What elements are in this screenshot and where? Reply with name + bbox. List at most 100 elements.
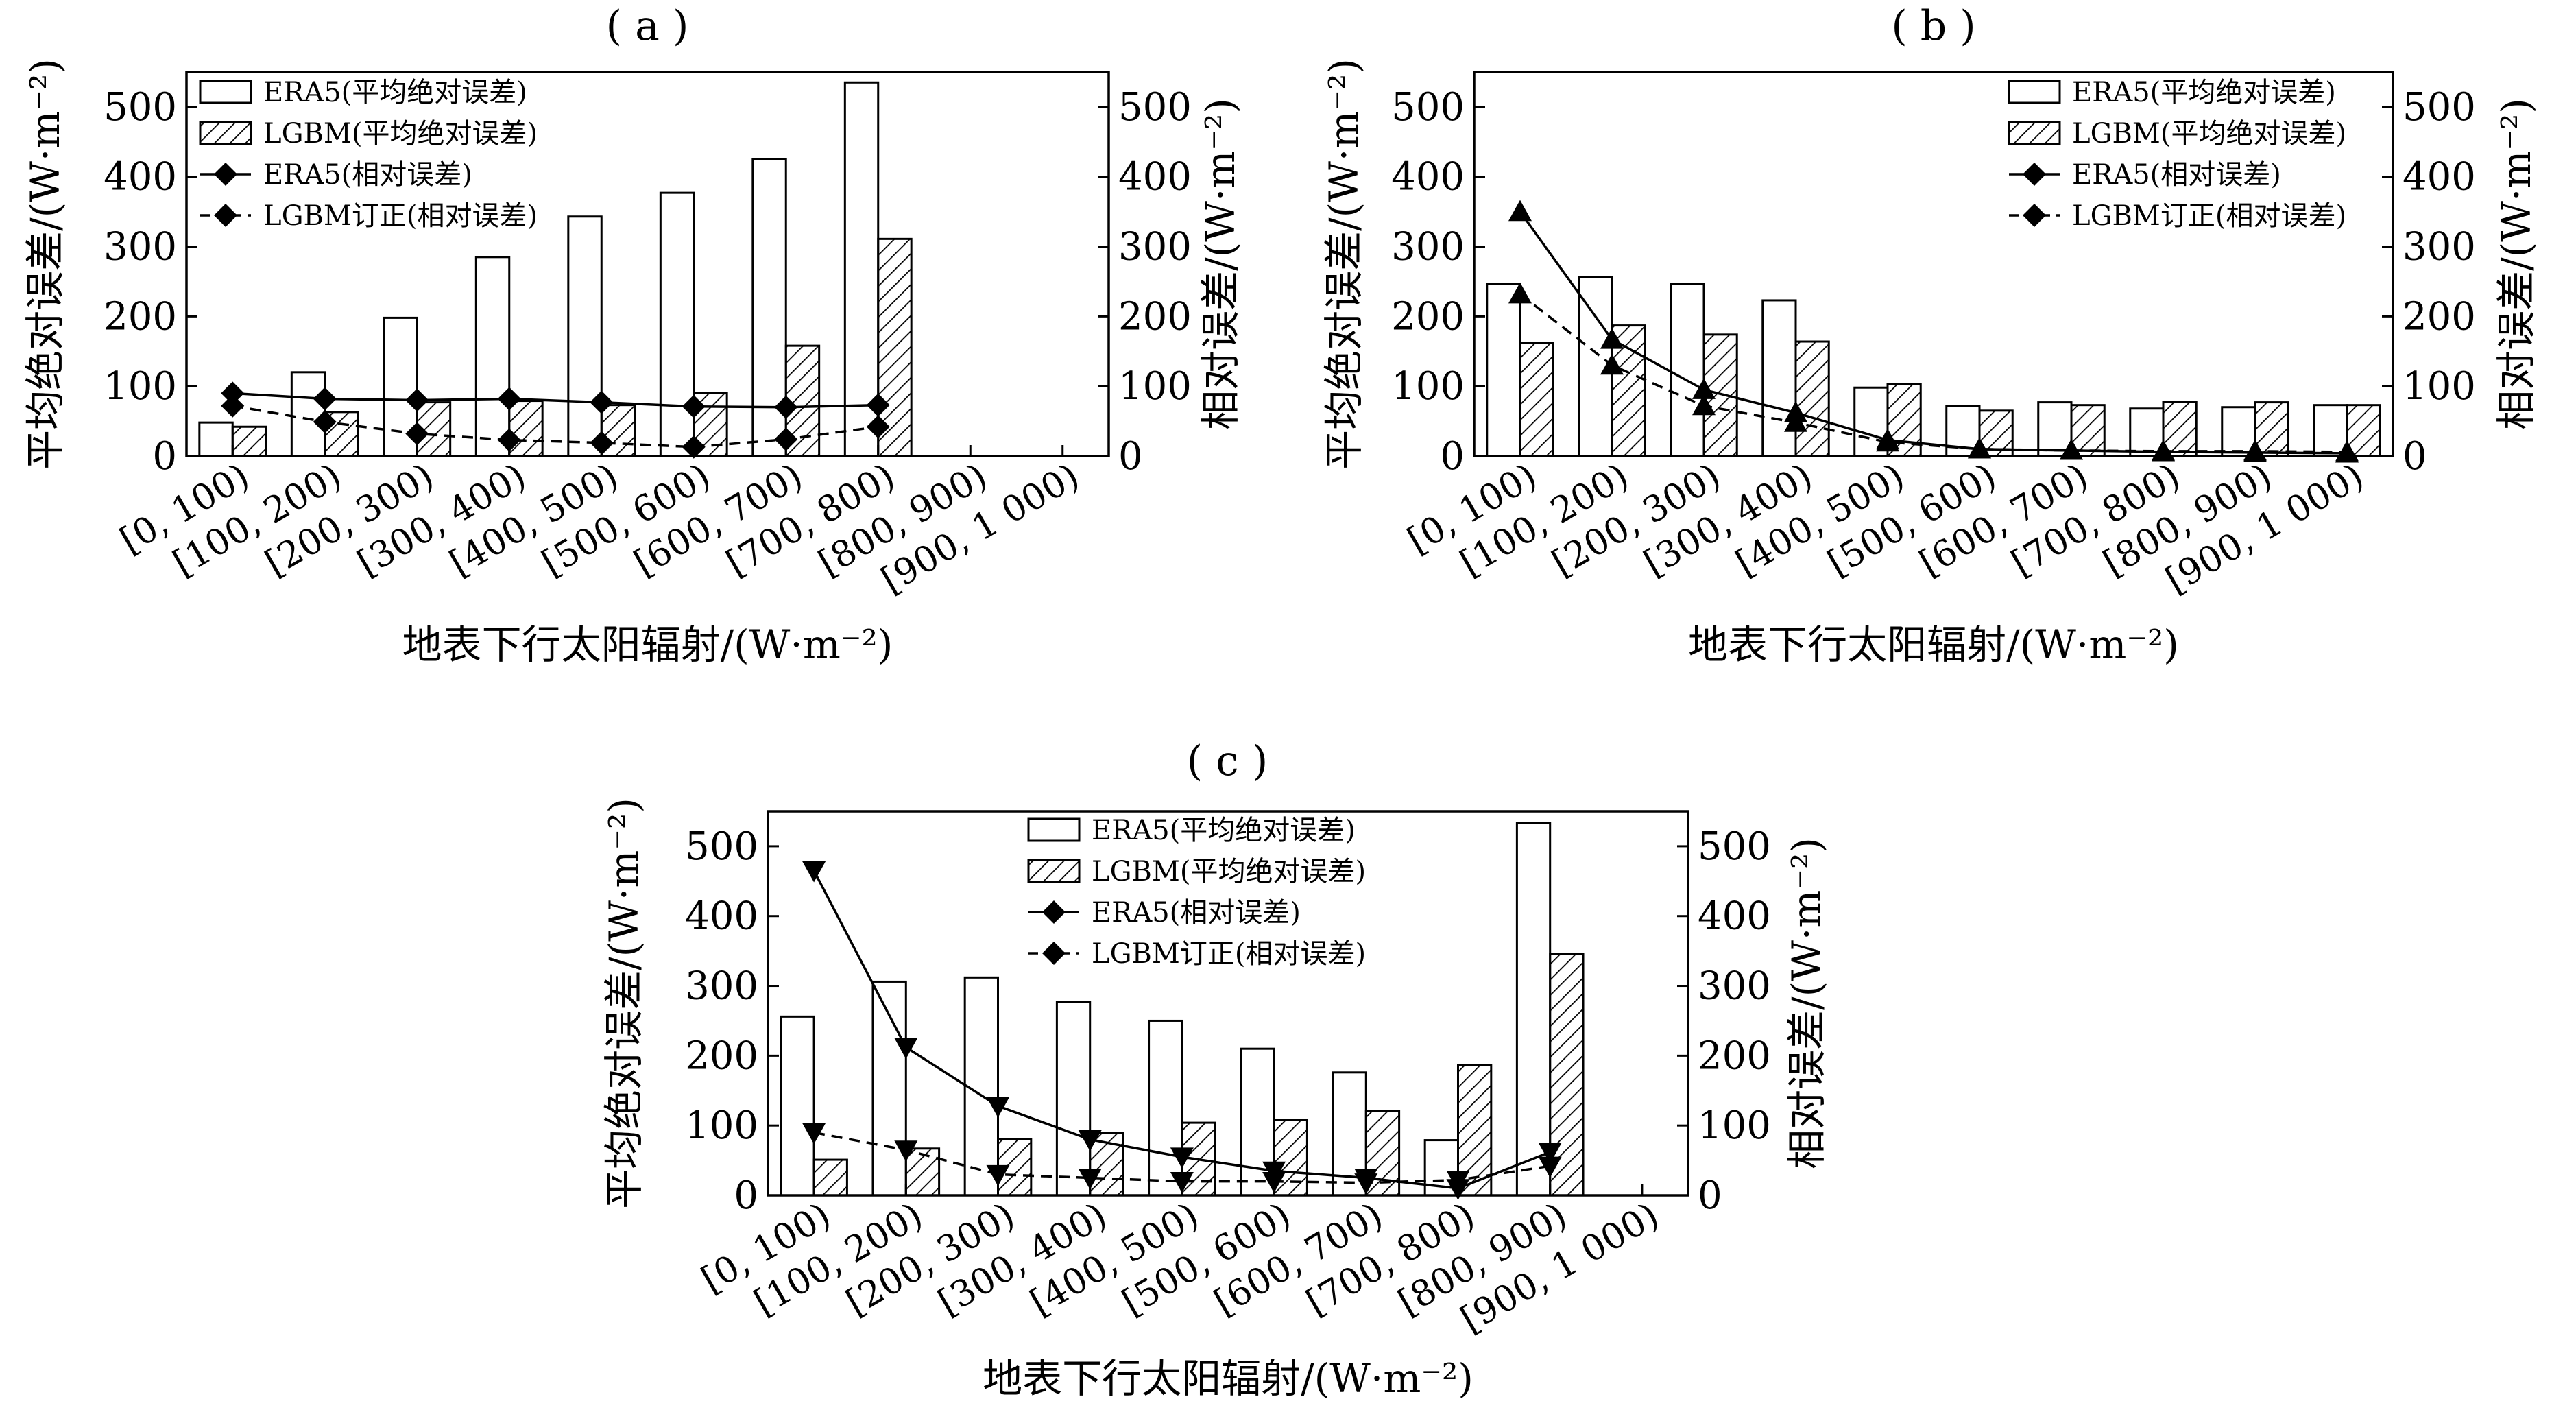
bar-lgbm-mae: [1794, 340, 1830, 457]
point-era5-relative: [866, 393, 890, 417]
point-lgbm-relative: [1600, 353, 1624, 375]
legend-swatch-lgbm-mae: [2008, 121, 2061, 145]
point-era5-relative: [894, 1038, 918, 1060]
point-lgbm-relative: [1692, 394, 1716, 416]
point-lgbm-relative: [1784, 411, 1807, 432]
y-tick-label: 0: [152, 434, 177, 479]
bar-lgbm-mae: [1519, 342, 1554, 457]
point-era5-relative: [497, 387, 521, 411]
point-lgbm-relative: [802, 1123, 826, 1145]
y2-tick-label: 200: [1698, 1033, 1771, 1078]
legend-label-era5-mae: ERA5(平均绝对误差): [2072, 77, 2336, 108]
point-lgbm-relative: [774, 427, 798, 451]
legend-label-era5-mae: ERA5(平均绝对误差): [263, 77, 527, 108]
point-era5-relative: [682, 394, 706, 418]
point-era5-relative: [802, 861, 826, 883]
y2-tick-label: 400: [1698, 894, 1771, 939]
y-axis-label: 平均绝对误差/(W·m⁻²): [1321, 58, 1367, 470]
bar-era5-mae: [1486, 283, 1521, 457]
y2-tick-label: 100: [1698, 1103, 1771, 1148]
y2-tick-label: 500: [1118, 85, 1192, 130]
bar-era5-mae: [1148, 1019, 1183, 1197]
y-tick-label: 0: [1440, 434, 1465, 479]
legend-label-era5-rel: ERA5(相对误差): [2072, 159, 2281, 191]
legend: ERA5(平均绝对误差) LGBM(平均绝对误差) ERA5(相对误差) LGBM订正…: [199, 77, 538, 232]
y2-axis-label: 相对误差/(W·m⁻²): [1783, 837, 1830, 1169]
point-lgbm-relative: [497, 428, 521, 452]
point-era5-relative: [1692, 378, 1716, 399]
y2-axis-label: 相对误差/(W·m⁻²): [2493, 98, 2540, 430]
legend-marker-lgbm: [1042, 942, 1066, 965]
plot-frame: [185, 71, 1110, 457]
line-lgbm-relative: [813, 1131, 1550, 1184]
y-tick-label: 400: [1391, 155, 1465, 200]
bar-era5-mae: [567, 215, 603, 457]
legend: ERA5(平均绝对误差) LGBM(平均绝对误差) ERA5(相对误差) LGBM订正…: [2008, 77, 2346, 232]
chart-title: ( a ): [606, 2, 689, 50]
y2-tick-label: 300: [1698, 964, 1771, 1009]
line-lgbm-relative: [1519, 293, 2348, 453]
bar-lgbm-mae: [812, 1158, 848, 1197]
y-tick-label: 500: [1391, 85, 1465, 130]
legend-label-lgbm-mae: LGBM(平均绝对误差): [1092, 856, 1366, 887]
legend-marker-era5: [1042, 900, 1066, 924]
y2-tick-label: 400: [2403, 155, 2476, 200]
bar-era5-mae: [2313, 404, 2348, 457]
legend-swatch-lgbm-mae: [1027, 859, 1081, 883]
point-lgbm-relative: [1078, 1168, 1102, 1190]
point-era5-relative: [221, 381, 245, 405]
bar-era5-mae: [659, 191, 695, 457]
bar-lgbm-mae: [600, 404, 636, 457]
y2-axis-label: 相对误差/(W·m⁻²): [1197, 98, 1244, 430]
point-era5-relative: [774, 395, 798, 419]
point-lgbm-relative: [405, 422, 429, 446]
y-tick-label: 300: [1391, 225, 1465, 270]
legend-label-lgbm-rel: LGBM订正(相对误差): [263, 200, 538, 232]
plot-frame: [1473, 71, 2394, 457]
point-lgbm-relative: [1446, 1171, 1470, 1192]
bar-lgbm-mae: [2254, 401, 2289, 457]
y-tick-label: 100: [1391, 364, 1465, 409]
point-lgbm-relative: [1538, 1156, 1562, 1178]
point-era5-relative: [1170, 1147, 1194, 1169]
legend-marker-lgbm: [2023, 204, 2046, 227]
legend-label-lgbm-rel: LGBM订正(相对误差): [1092, 938, 1366, 970]
y-tick-label: 200: [685, 1033, 758, 1078]
x-axis-label: 地表下行太阳辐射/(W·m⁻²): [1688, 621, 2179, 668]
point-lgbm-relative: [313, 410, 337, 434]
y-tick-label: 0: [734, 1173, 758, 1218]
y2-tick-label: 0: [1118, 434, 1143, 479]
y-tick-label: 100: [685, 1103, 758, 1148]
y2-tick-label: 200: [2403, 294, 2476, 339]
chart-title: ( c ): [1187, 737, 1268, 785]
point-era5-relative: [1078, 1130, 1102, 1151]
bar-era5-mae: [1761, 299, 1797, 457]
point-lgbm-relative: [590, 431, 614, 455]
point-era5-relative: [1538, 1143, 1562, 1164]
bar-era5-mae: [1515, 822, 1552, 1197]
y2-tick-label: 500: [2403, 85, 2476, 130]
y-tick-label: 400: [685, 894, 758, 939]
y-tick-label: 200: [1391, 294, 1465, 339]
legend: ERA5(平均绝对误差) LGBM(平均绝对误差) ERA5(相对误差) LGBM订正…: [1027, 815, 1366, 970]
point-lgbm-relative: [1170, 1172, 1194, 1193]
y-tick-label: 400: [104, 155, 177, 200]
y-tick-label: 500: [104, 85, 177, 130]
y-axis-label: 平均绝对误差/(W·m⁻²): [22, 58, 69, 470]
chart-title: ( b ): [1891, 2, 1975, 50]
x-axis-label: 地表下行太阳辐射/(W·m⁻²): [402, 621, 893, 668]
legend-marker-era5: [214, 163, 237, 186]
y2-tick-label: 400: [1118, 155, 1192, 200]
legend-swatch-lgbm-mae: [199, 121, 252, 145]
bar-era5-mae: [1055, 1001, 1092, 1197]
legend-marker-lgbm: [214, 204, 237, 227]
legend-label-lgbm-mae: LGBM(平均绝对误差): [2072, 118, 2346, 150]
point-era5-relative: [1508, 200, 1532, 222]
point-lgbm-relative: [894, 1140, 918, 1162]
y-tick-label: 300: [685, 964, 758, 1009]
legend-label-era5-mae: ERA5(平均绝对误差): [1092, 815, 1356, 846]
